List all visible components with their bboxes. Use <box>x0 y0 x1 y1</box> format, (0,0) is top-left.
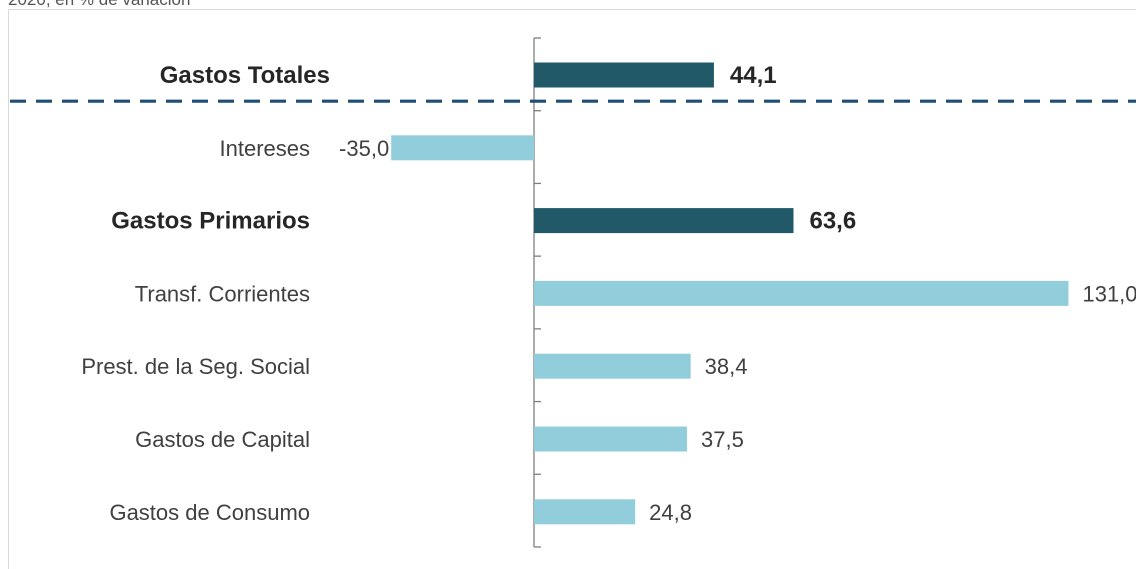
value-label: 24,8 <box>649 500 692 525</box>
category-label: Gastos Totales <box>160 62 330 89</box>
bar-2 <box>391 135 534 161</box>
category-label: Gastos de Consumo <box>109 500 310 525</box>
value-label: 38,4 <box>705 354 748 379</box>
bar-5 <box>534 353 691 379</box>
bar-6 <box>534 426 687 452</box>
bar-3 <box>534 208 794 234</box>
bar-7 <box>534 499 636 525</box>
bar-4 <box>534 280 1069 306</box>
bar-1 <box>534 62 714 88</box>
frame-left-border <box>8 9 9 569</box>
chart-subtitle: 2020, en % de variación <box>8 0 190 10</box>
value-label: 37,5 <box>701 427 744 452</box>
value-label: 44,1 <box>730 62 777 89</box>
value-label: -35,0 <box>339 136 389 161</box>
category-label: Transf. Corrientes <box>135 281 310 306</box>
value-label: 131,0 <box>1082 281 1136 306</box>
frame-top-border <box>8 9 1136 10</box>
category-label: Gastos de Capital <box>135 427 310 452</box>
category-label: Prest. de la Seg. Social <box>81 354 310 379</box>
category-label: Gastos Primarios <box>111 208 310 235</box>
value-label: 63,6 <box>809 208 856 235</box>
category-label: Intereses <box>220 136 311 161</box>
